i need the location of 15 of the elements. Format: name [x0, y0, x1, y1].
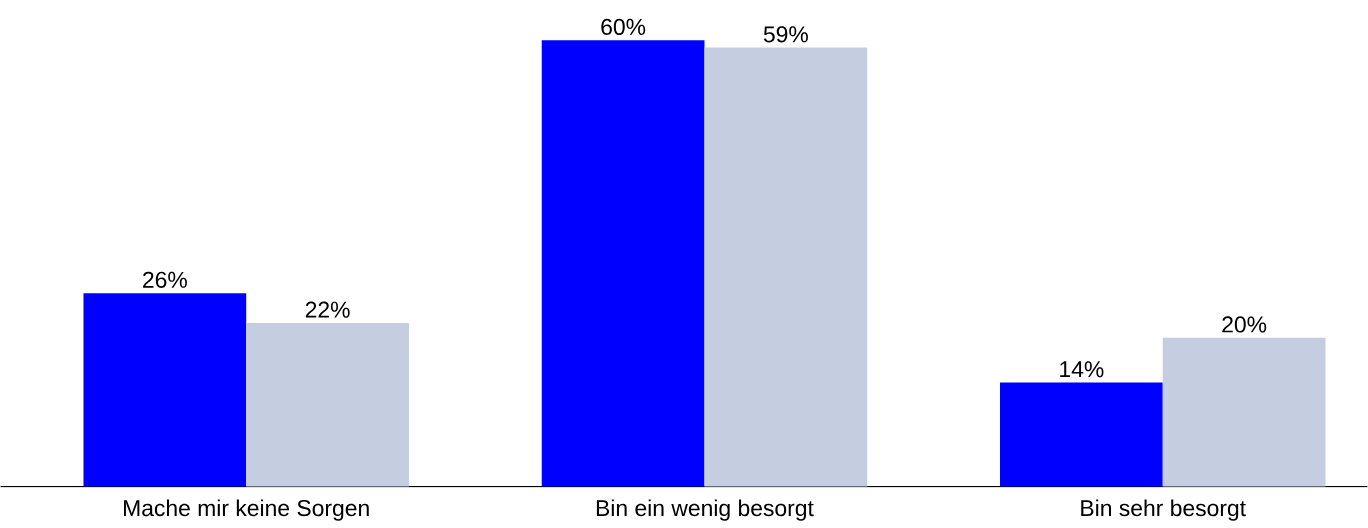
bar	[1000, 382, 1163, 487]
bar	[83, 292, 247, 487]
data-label: 59%	[763, 26, 808, 43]
x-tick-label: Bin sehr besorgt	[1081, 499, 1246, 521]
bar	[541, 40, 705, 487]
x-tick-label: Mache mir keine Sorgen	[124, 499, 369, 521]
data-label: 60%	[601, 18, 646, 35]
data-label: 22%	[305, 301, 350, 318]
data-label: 14%	[1060, 361, 1104, 378]
data-label: 26%	[143, 271, 187, 288]
bar	[246, 322, 409, 487]
bar	[704, 47, 868, 487]
x-tick-label: Bin ein wenig besorgt	[596, 499, 814, 521]
data-label: 20%	[1222, 316, 1267, 333]
bar	[1162, 337, 1326, 487]
